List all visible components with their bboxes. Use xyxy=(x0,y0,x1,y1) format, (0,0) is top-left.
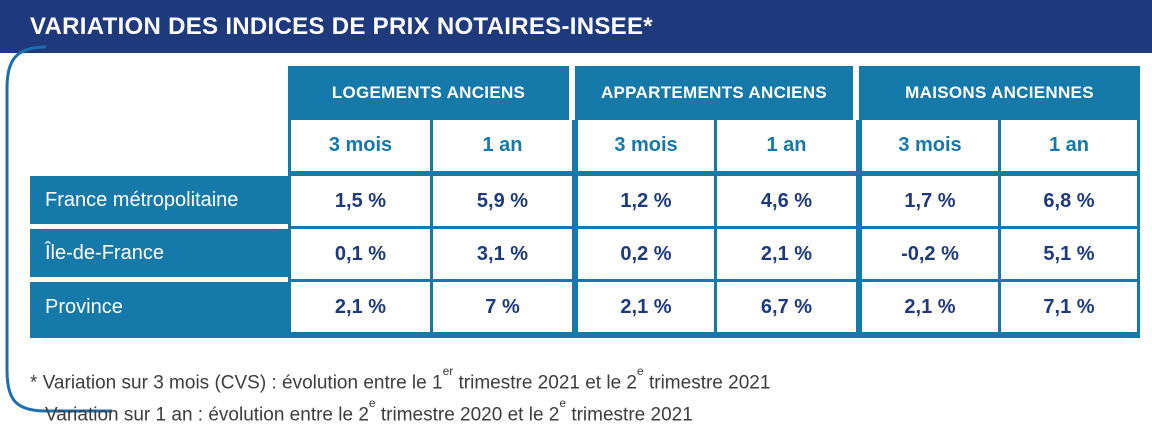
data-cell: 5,9 % xyxy=(430,176,572,229)
data-cell: -0,2 % xyxy=(856,229,998,282)
data-cell: 5,1 % xyxy=(998,229,1140,282)
row-label-province: Province xyxy=(30,282,288,338)
superscript: e xyxy=(559,396,567,411)
footnote: * Variation sur 3 mois (CVS) : évolution… xyxy=(30,364,770,429)
data-cell: 2,1 % xyxy=(572,282,714,338)
column-group-appartements-anciens: APPARTEMENTS ANCIENS xyxy=(575,66,853,120)
table-corner-spacer xyxy=(30,66,288,120)
title-band: VARIATION DES INDICES DE PRIX NOTAIRES-I… xyxy=(0,0,1152,53)
data-cell: 7,1 % xyxy=(998,282,1140,338)
data-cell: 3,1 % xyxy=(430,229,572,282)
data-cell: 1,7 % xyxy=(856,176,998,229)
price-index-table: LOGEMENTS ANCIENS APPARTEMENTS ANCIENS M… xyxy=(30,66,1140,338)
data-cell: 6,8 % xyxy=(998,176,1140,229)
data-cell: 1,2 % xyxy=(572,176,714,229)
data-cell: 7 % xyxy=(430,282,572,338)
subheader-3mois: 3 mois xyxy=(288,120,430,176)
data-cell: 2,1 % xyxy=(856,282,998,338)
data-cell: 0,2 % xyxy=(572,229,714,282)
footnote-line-2: Variation sur 1 an : évolution entre le … xyxy=(45,396,693,426)
subheader-1an: 1 an xyxy=(998,120,1140,176)
subheader-1an: 1 an xyxy=(430,120,572,176)
table-corner-spacer xyxy=(30,120,288,176)
superscript: e xyxy=(637,364,644,378)
data-cell: 2,1 % xyxy=(714,229,856,282)
row-label-france-metropolitaine: France métropolitaine xyxy=(30,176,288,229)
data-cell: 4,6 % xyxy=(714,176,856,229)
data-cell: 1,5 % xyxy=(288,176,430,229)
page-title: VARIATION DES INDICES DE PRIX NOTAIRES-I… xyxy=(30,12,653,40)
subheader-1an: 1 an xyxy=(714,120,856,176)
row-label-ile-de-france: Île-de-France xyxy=(30,229,288,282)
data-cell: 2,1 % xyxy=(288,282,430,338)
data-cell: 6,7 % xyxy=(714,282,856,338)
data-cell: 0,1 % xyxy=(288,229,430,282)
footnote-line-1: * Variation sur 3 mois (CVS) : évolution… xyxy=(30,364,771,394)
superscript: e xyxy=(368,396,376,411)
column-group-logements-anciens: LOGEMENTS ANCIENS xyxy=(288,66,569,120)
subheader-3mois: 3 mois xyxy=(856,120,998,176)
subheader-3mois: 3 mois xyxy=(572,120,714,176)
column-group-maisons-anciennes: MAISONS ANCIENNES xyxy=(859,66,1140,120)
superscript: er xyxy=(442,364,454,378)
